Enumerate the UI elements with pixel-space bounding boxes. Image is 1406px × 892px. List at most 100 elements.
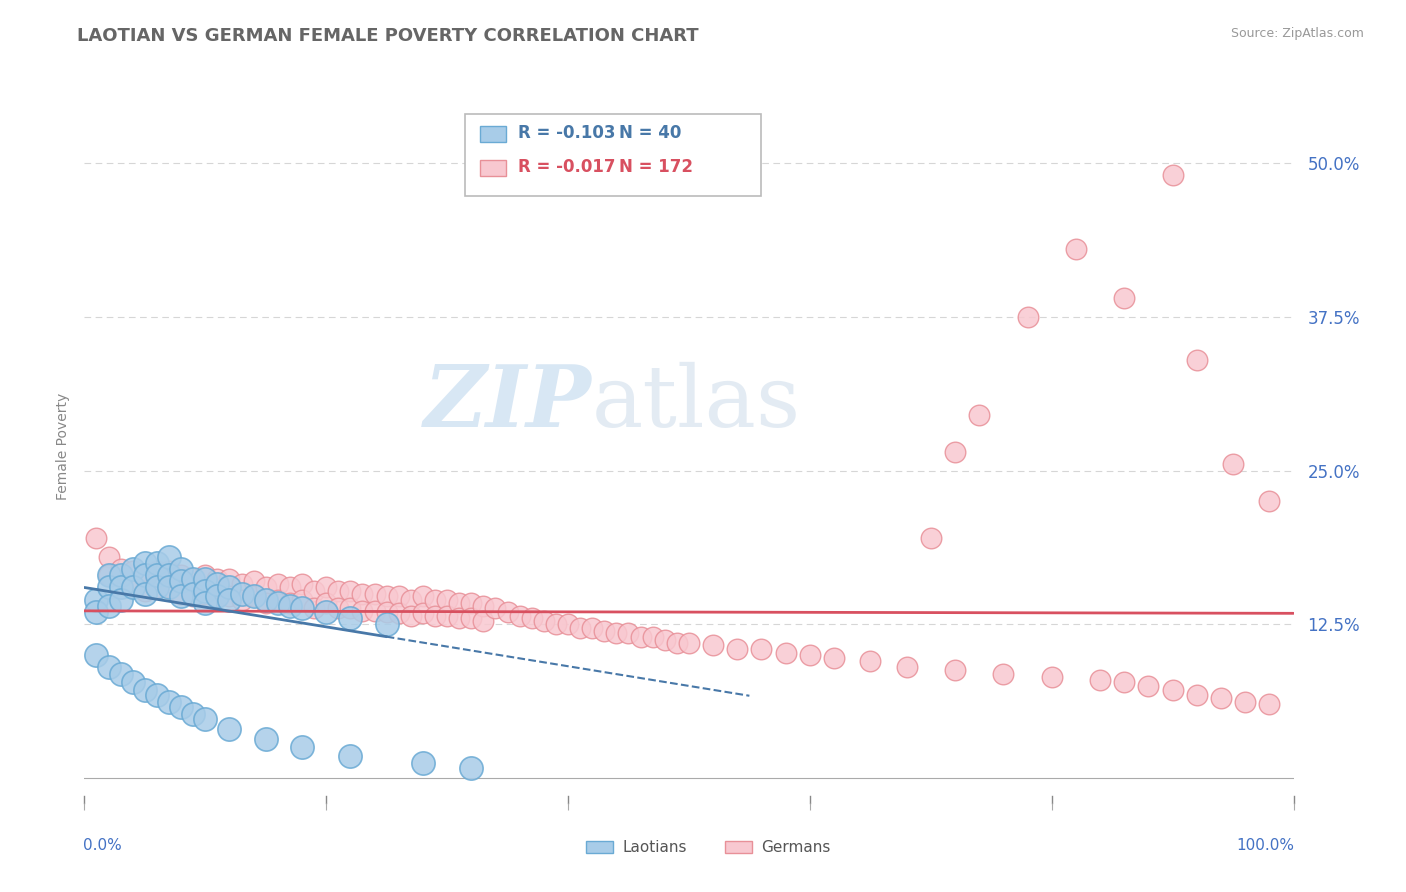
Point: [146, 565, 169, 579]
Point: [254, 597, 277, 611]
Point: [449, 611, 471, 625]
Point: [121, 675, 143, 690]
Point: [1185, 688, 1208, 702]
Point: [352, 604, 374, 618]
Point: [121, 581, 143, 595]
Point: [146, 581, 169, 595]
Text: N = 40: N = 40: [619, 125, 681, 143]
Point: [207, 572, 229, 586]
Text: R = -0.017: R = -0.017: [519, 158, 616, 176]
Point: [194, 584, 217, 599]
Point: [328, 584, 350, 599]
Point: [267, 592, 290, 607]
Point: [194, 712, 217, 726]
Point: [460, 761, 482, 775]
Point: [339, 584, 361, 599]
Point: [218, 581, 240, 595]
Point: [86, 592, 108, 607]
Text: atlas: atlas: [592, 361, 801, 445]
Point: [181, 707, 204, 722]
Point: [412, 756, 434, 771]
Point: [1114, 291, 1136, 305]
Point: [267, 576, 290, 591]
Point: [291, 740, 314, 755]
Point: [302, 601, 325, 615]
Point: [436, 608, 458, 623]
Point: [352, 587, 374, 601]
Point: [218, 589, 240, 603]
Point: [218, 722, 240, 736]
Point: [315, 605, 337, 619]
Point: [97, 568, 120, 582]
Point: [170, 699, 193, 714]
Point: [315, 581, 337, 595]
Point: [291, 601, 314, 615]
Point: [110, 562, 132, 576]
Point: [134, 568, 156, 582]
Point: [1017, 310, 1039, 324]
Point: [134, 584, 156, 599]
Point: [339, 601, 361, 615]
Point: [254, 581, 277, 595]
Point: [1234, 695, 1257, 709]
Point: [207, 589, 229, 603]
Point: [967, 409, 990, 423]
Point: [1185, 352, 1208, 367]
Point: [181, 587, 204, 601]
Point: [581, 621, 603, 635]
Point: [146, 581, 169, 595]
Point: [181, 572, 204, 586]
Point: [157, 581, 180, 595]
Point: [218, 572, 240, 586]
Point: [993, 666, 1015, 681]
Point: [339, 611, 361, 625]
Point: [231, 587, 253, 601]
Point: [146, 556, 169, 570]
Point: [412, 607, 434, 621]
Point: [388, 589, 411, 603]
FancyBboxPatch shape: [465, 114, 762, 196]
Point: [1114, 675, 1136, 690]
Point: [278, 581, 301, 595]
Point: [388, 607, 411, 621]
Point: [725, 642, 748, 657]
Point: [97, 549, 120, 564]
Point: [170, 574, 193, 589]
Text: Germans: Germans: [762, 839, 831, 855]
Point: [181, 572, 204, 586]
Point: [97, 581, 120, 595]
Point: [630, 630, 652, 644]
Text: Female Poverty: Female Poverty: [56, 392, 70, 500]
Text: LAOTIAN VS GERMAN FEMALE POVERTY CORRELATION CHART: LAOTIAN VS GERMAN FEMALE POVERTY CORRELA…: [77, 27, 699, 45]
Text: 100.0%: 100.0%: [1237, 838, 1295, 854]
Point: [484, 601, 506, 615]
Point: [472, 614, 495, 628]
Text: ZIP: ZIP: [425, 361, 592, 445]
Point: [436, 592, 458, 607]
Point: [134, 587, 156, 601]
Point: [157, 581, 180, 595]
Point: [207, 576, 229, 591]
Point: [943, 445, 966, 459]
Point: [1258, 494, 1281, 508]
Point: [242, 574, 264, 589]
Point: [242, 589, 264, 603]
Point: [170, 562, 193, 576]
Point: [823, 650, 845, 665]
Point: [110, 592, 132, 607]
Bar: [725, 841, 752, 853]
Point: [665, 636, 688, 650]
Point: [110, 581, 132, 595]
Bar: [586, 841, 613, 853]
Point: [110, 666, 132, 681]
Point: [157, 549, 180, 564]
Point: [181, 589, 204, 603]
Point: [194, 597, 217, 611]
Point: [291, 592, 314, 607]
Point: [1137, 679, 1160, 693]
Point: [375, 605, 398, 619]
Point: [520, 611, 543, 625]
Point: [315, 597, 337, 611]
Point: [1222, 458, 1244, 472]
Text: Source: ZipAtlas.com: Source: ZipAtlas.com: [1230, 27, 1364, 40]
